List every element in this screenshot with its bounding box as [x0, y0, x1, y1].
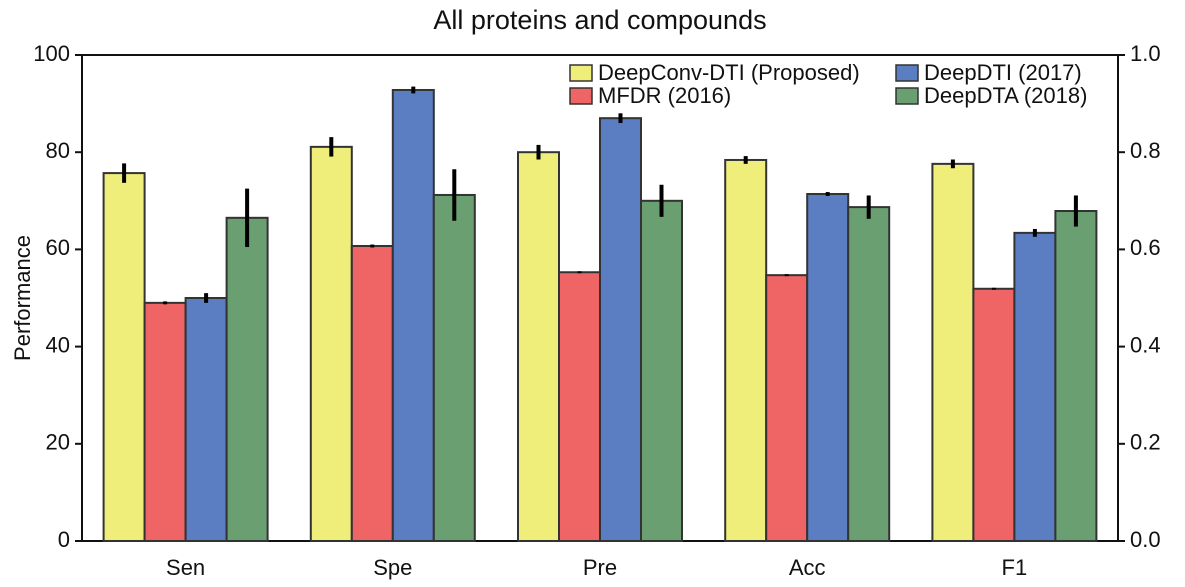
- bar: [1013, 231, 1057, 542]
- chart-title: All proteins and compounds: [433, 5, 766, 35]
- y2-tick-label: 0.4: [1130, 332, 1161, 357]
- legend-label: DeepDTI (2017): [924, 60, 1082, 85]
- y2-tick-label: 0.2: [1130, 430, 1161, 455]
- bar: [102, 172, 146, 543]
- legend-swatch: [895, 64, 919, 82]
- bar: [517, 151, 560, 542]
- legend-swatch: [895, 87, 919, 105]
- legend-label: DeepConv-DTI (Proposed): [598, 60, 860, 85]
- legend-label: MFDR (2016): [598, 83, 731, 108]
- y2-tick-label: 1.0: [1130, 41, 1161, 66]
- y-tick-label: 40: [46, 332, 70, 357]
- x-tick-label: Pre: [583, 555, 617, 580]
- bar: [972, 287, 1016, 542]
- y-tick-label: 0: [58, 527, 70, 552]
- bar: [724, 158, 768, 542]
- legend-label: DeepDTA (2018): [924, 83, 1087, 108]
- bar: [1054, 210, 1098, 542]
- x-tick-label: Sen: [166, 555, 205, 580]
- y-axis-label: Performance: [10, 235, 35, 361]
- bar: [143, 301, 187, 542]
- y-tick-label: 60: [46, 235, 70, 260]
- y2-tick-label: 0.0: [1130, 527, 1161, 552]
- x-tick-label: F1: [1002, 555, 1028, 580]
- x-tick-label: Acc: [789, 555, 826, 580]
- bar: [931, 162, 975, 542]
- bar: [806, 192, 850, 542]
- y2-tick-label: 0.6: [1130, 235, 1161, 260]
- bar: [184, 297, 228, 542]
- y-tick-label: 80: [46, 138, 70, 163]
- legend-swatch: [569, 64, 593, 82]
- bar: [599, 117, 642, 543]
- y-tick-label: 20: [46, 430, 70, 455]
- bar: [765, 274, 809, 542]
- bar: [558, 271, 601, 542]
- bar: [640, 199, 683, 543]
- bar: [350, 244, 394, 543]
- bar: [225, 216, 269, 542]
- bar: [391, 88, 435, 542]
- legend-swatch: [569, 87, 593, 105]
- bar: [432, 193, 476, 543]
- bar: [309, 145, 353, 542]
- bar: [847, 206, 891, 542]
- x-tick-label: Spe: [373, 555, 412, 580]
- y2-tick-label: 0.8: [1130, 138, 1161, 163]
- y-tick-label: 100: [33, 41, 70, 66]
